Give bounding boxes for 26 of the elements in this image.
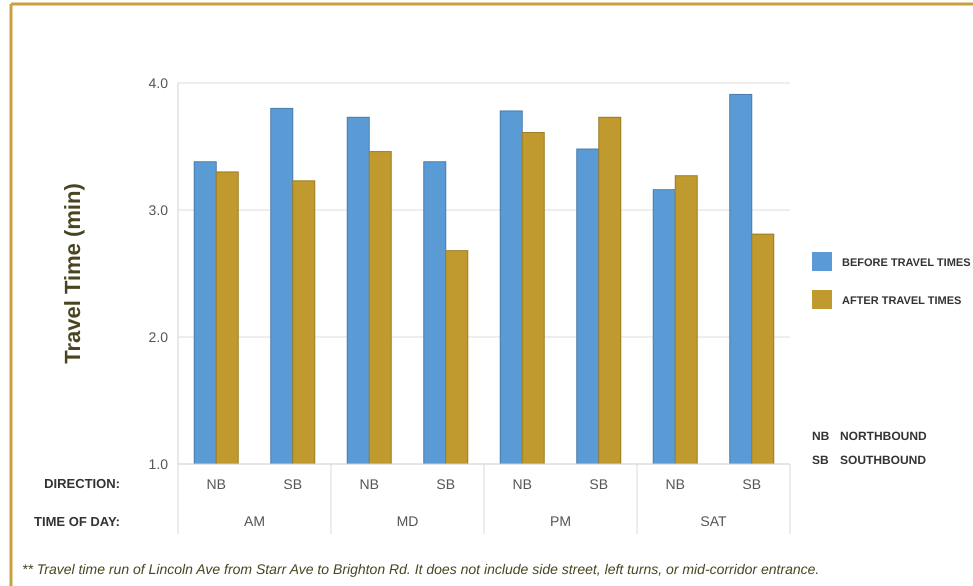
text: ** Travel time run of Lincoln Ave from Starr Ave to Brighton Rd. It does not include side street, left turns, or mid-corridor entrance. — [22, 561, 820, 577]
text: NORTHBOUND — [840, 429, 927, 443]
text: SAT — [700, 513, 728, 529]
x-tick-label: NB — [666, 476, 685, 492]
legend-label: BEFORE TRAVEL TIMES — [842, 257, 971, 269]
x-tick-label: SB — [589, 476, 608, 492]
y-axis-title: Travel Time (min) — [60, 183, 85, 364]
text: AM — [244, 513, 265, 529]
text: NB — [812, 429, 830, 443]
text: MD — [396, 513, 418, 529]
y-tick-label: 1.0 — [148, 456, 168, 472]
x-tick-label: SB — [742, 476, 762, 492]
y-tick-label: 4.0 — [148, 74, 168, 91]
text: SOUTHBOUND — [840, 453, 926, 467]
x-tick-label: NB — [512, 476, 532, 492]
text: DIRECTION: — [44, 476, 120, 491]
y-tick-label: 2.0 — [148, 328, 168, 345]
x-tick-label: NB — [360, 476, 379, 492]
x-tick-label: NB — [206, 476, 226, 492]
text: SB — [812, 453, 830, 467]
y-tick-label: 3.0 — [148, 202, 168, 218]
legend-label: AFTER TRAVEL TIMES — [842, 295, 962, 307]
x-tick-label: SB — [436, 476, 456, 492]
text: TIME OF DAY: — [34, 514, 120, 529]
x-tick-label: SB — [283, 476, 302, 492]
text: PM — [550, 513, 571, 529]
